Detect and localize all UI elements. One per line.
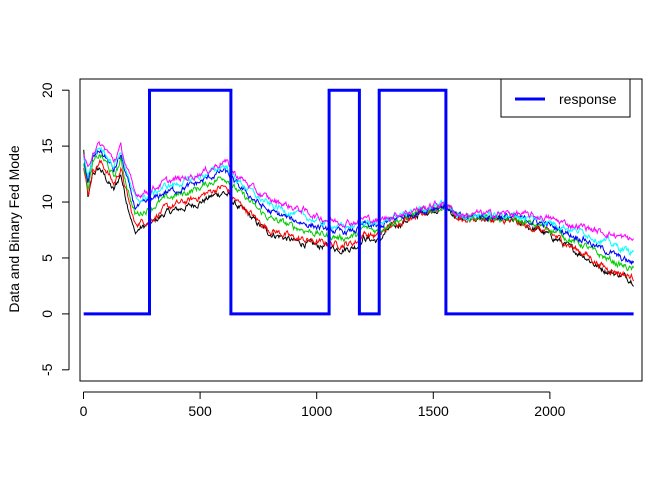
y-tick-label: 10: [39, 194, 55, 210]
plot-frame: [79, 78, 643, 382]
legend: response: [500, 78, 631, 118]
y-tick-label: 0: [39, 310, 55, 318]
x-axis: 0 500 1000 1500 2000: [80, 391, 566, 419]
x-tick-label: 1500: [418, 403, 449, 419]
y-tick-label: 20: [39, 82, 55, 98]
y-tick-label: -5: [39, 363, 55, 376]
series-layer: [83, 88, 635, 316]
y-tick-label: 15: [39, 138, 55, 154]
x-tick-label: 1000: [301, 403, 332, 419]
y-tick-label: 5: [39, 254, 55, 262]
y-axis-label: Data and Binary Fed Mode: [6, 145, 22, 313]
legend-label-response: response: [559, 91, 617, 107]
y-axis: -5 0 5 10 15 20: [39, 82, 70, 376]
x-tick-label: 0: [80, 403, 88, 419]
x-tick-label: 500: [188, 403, 212, 419]
series-line-response: [83, 88, 634, 316]
x-tick-label: 2000: [534, 403, 565, 419]
